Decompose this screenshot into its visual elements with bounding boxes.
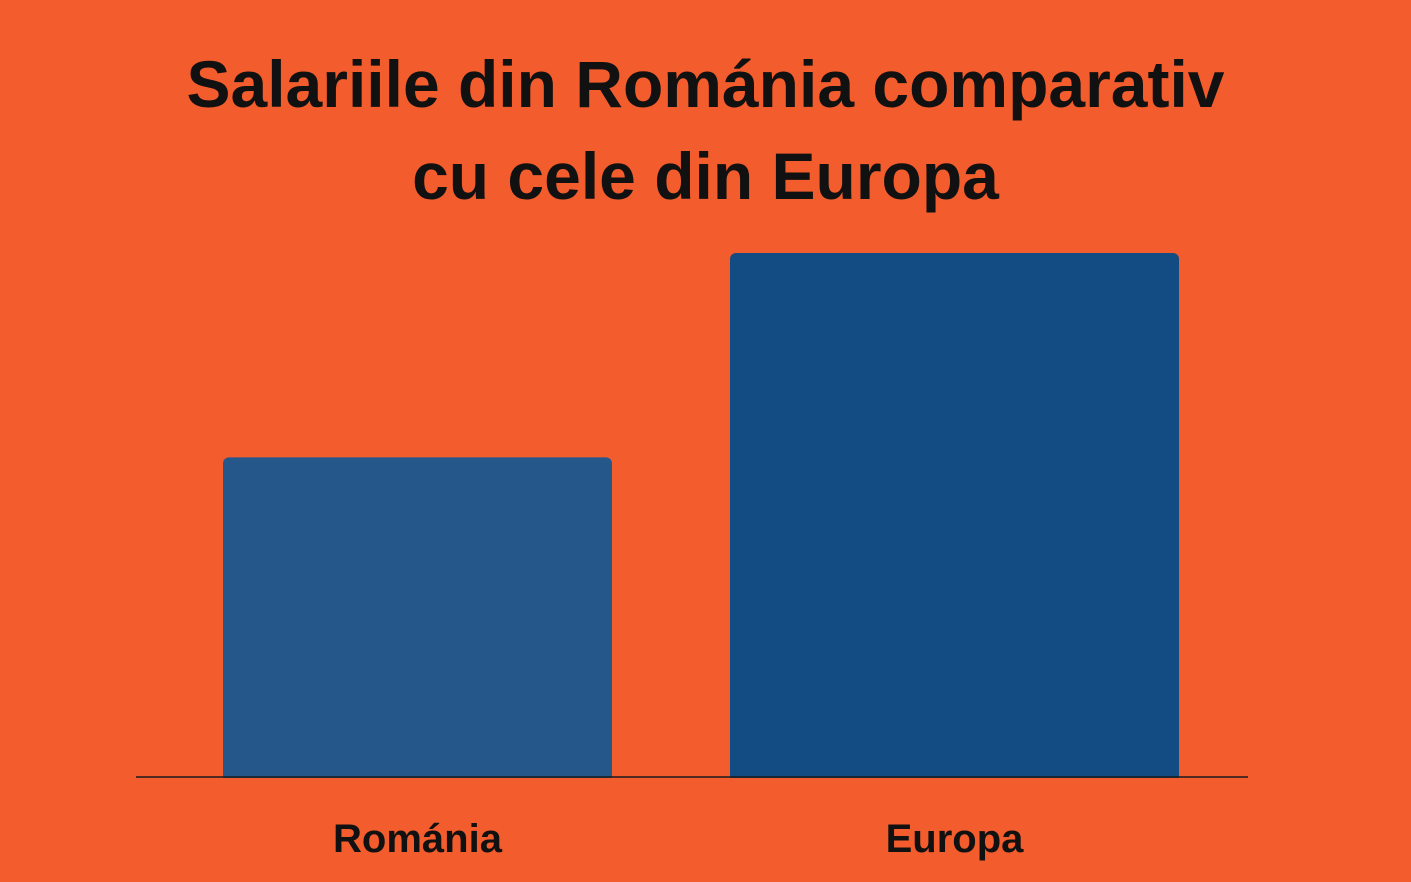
bar-2 xyxy=(730,253,1179,783)
category-label-1: Románia xyxy=(333,817,503,861)
chart-title: Salariile din Románia comparativ cu cele… xyxy=(0,38,1411,222)
baseline-mask xyxy=(136,778,1248,786)
bar-1 xyxy=(223,457,612,783)
category-label-2: Europa xyxy=(886,817,1025,861)
chart-title-line-1: Salariile din Románia comparativ xyxy=(186,47,1225,121)
chart-title-line-2: cu cele din Europa xyxy=(412,139,999,213)
